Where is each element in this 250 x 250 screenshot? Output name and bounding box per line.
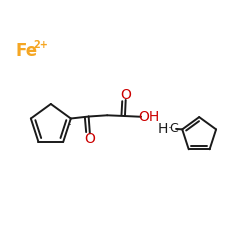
- Text: ·: ·: [68, 119, 71, 132]
- Text: Fe: Fe: [15, 42, 37, 60]
- Text: 2+: 2+: [33, 40, 48, 50]
- Text: O: O: [84, 132, 95, 146]
- Text: OH: OH: [138, 110, 159, 124]
- Text: C: C: [170, 122, 178, 136]
- Text: O: O: [120, 88, 131, 102]
- Text: H: H: [158, 122, 168, 136]
- Text: ·: ·: [168, 122, 172, 135]
